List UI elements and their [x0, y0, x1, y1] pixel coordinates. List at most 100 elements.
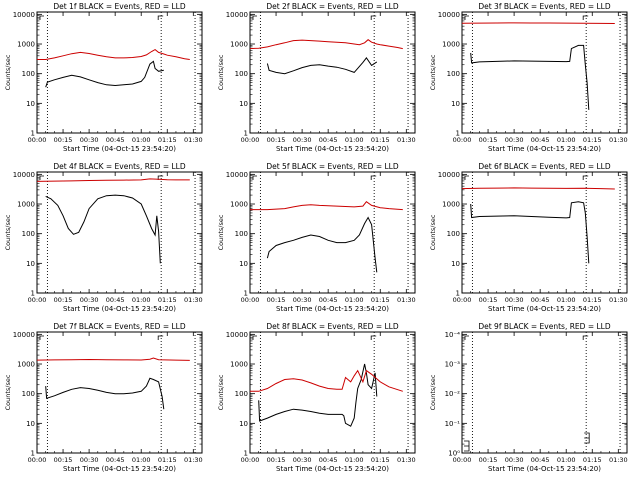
y-axis-label: Counts/sec [4, 214, 12, 250]
series-line-events [45, 377, 165, 410]
plot-title: Det 3f BLACK = Events, RED = LLD [478, 2, 611, 11]
y-tick-label: 10000 [13, 171, 35, 179]
y-tick-label: 10⁻⁴ [445, 331, 461, 339]
x-tick-label: 00:45 [319, 456, 338, 464]
attenuator-marker [252, 175, 257, 180]
x-tick-label: 00:45 [531, 296, 550, 304]
plot-frame [249, 331, 416, 454]
plot-title: Det 5f BLACK = Events, RED = LLD [266, 162, 399, 171]
x-tick-label: 00:30 [293, 456, 312, 464]
panel-det-4f: Det 4f BLACK = Events, RED = LLD 1 10 100 10… [4, 162, 203, 313]
x-tick-label: 00:00 [28, 456, 47, 464]
attenuator-marker [464, 175, 469, 180]
attenuator-marker [370, 335, 377, 340]
x-tick-label: 01:00 [132, 456, 151, 464]
x-tick-label: 00:30 [505, 456, 524, 464]
y-tick-label: 1 [244, 290, 248, 298]
x-tick-label: 00:30 [80, 296, 99, 304]
y-tick-label: 10000 [438, 171, 460, 179]
y-tick-label: 1000 [230, 201, 248, 209]
panel-det-7f: Det 7f BLACK = Events, RED = LLD 1 10 100 10… [4, 322, 203, 473]
attenuator-marker [370, 175, 377, 180]
y-axis-label: Counts/sec [217, 54, 225, 90]
x-tick-label: 01:15 [371, 136, 390, 144]
x-tick-label: 00:30 [293, 136, 312, 144]
attenuator-marker [252, 15, 257, 20]
plot-frame [461, 331, 628, 454]
plot-frame [36, 331, 203, 454]
x-tick-label: 00:00 [453, 456, 472, 464]
y-axis-label: Counts/sec [217, 374, 225, 410]
y-tick-label: 10 [239, 260, 248, 268]
attenuator-marker [464, 335, 469, 340]
x-tick-label: 00:15 [267, 136, 286, 144]
x-tick-label: 00:45 [106, 456, 125, 464]
x-tick-label: 01:30 [184, 296, 203, 304]
x-axis-label: Start Time (04-Oct-15 23:54:20) [488, 465, 601, 473]
x-tick-label: 01:30 [184, 136, 203, 144]
y-tick-label: 1000 [230, 361, 248, 369]
y-tick-label: 1000 [442, 41, 460, 49]
y-tick-label: 1000 [442, 201, 460, 209]
x-tick-label: 00:15 [54, 456, 73, 464]
x-tick-label: 01:00 [345, 136, 364, 144]
panel-det-8f: Det 8f BLACK = Events, RED = LLD 1 10 100 10… [217, 322, 416, 473]
plot-title: Det 4f BLACK = Events, RED = LLD [53, 162, 186, 171]
y-tick-label: 100 [447, 230, 460, 238]
x-tick-label: 01:30 [609, 296, 628, 304]
x-tick-label: 01:15 [371, 456, 390, 464]
series-line-lld [461, 22, 615, 24]
x-axis-label: Start Time (04-Oct-15 23:54:20) [63, 305, 176, 313]
x-axis-label: Start Time (04-Oct-15 23:54:20) [63, 145, 176, 153]
x-axis-label: Start Time (04-Oct-15 23:54:20) [488, 145, 601, 153]
series-line-lld [461, 187, 615, 190]
series-line-lld [250, 369, 403, 392]
y-tick-label: 10000 [438, 11, 460, 19]
x-tick-label: 01:15 [371, 296, 390, 304]
x-tick-label: 00:15 [479, 456, 498, 464]
series-line-lld [36, 357, 190, 361]
series-line-lld [250, 201, 403, 211]
y-tick-label: 10000 [226, 331, 248, 339]
plot-frame [249, 11, 416, 134]
x-tick-label: 01:00 [557, 296, 576, 304]
x-axis-label: Start Time (04-Oct-15 23:54:20) [63, 465, 176, 473]
x-tick-label: 00:00 [241, 136, 260, 144]
y-axis-label: Counts/sec [4, 374, 12, 410]
bracket-marker [464, 440, 470, 452]
x-tick-label: 00:30 [293, 296, 312, 304]
plot-title: Det 7f BLACK = Events, RED = LLD [53, 322, 186, 331]
x-tick-label: 01:00 [132, 136, 151, 144]
y-tick-label: 100 [22, 390, 35, 398]
x-tick-label: 01:00 [557, 136, 576, 144]
x-tick-label: 00:30 [80, 456, 99, 464]
series-line-events [266, 216, 378, 273]
y-tick-label: 1 [456, 130, 460, 138]
x-tick-label: 00:45 [106, 136, 125, 144]
x-tick-label: 00:45 [319, 136, 338, 144]
y-tick-label: 1000 [230, 41, 248, 49]
y-tick-label: 100 [22, 70, 35, 78]
x-tick-label: 01:00 [345, 456, 364, 464]
x-axis-label: Start Time (04-Oct-15 23:54:20) [276, 465, 389, 473]
x-tick-label: 01:30 [397, 456, 416, 464]
plot-frame [249, 171, 416, 294]
y-tick-label: 1 [31, 290, 35, 298]
attenuator-marker [582, 15, 589, 20]
y-axis-label: Counts/sec [217, 214, 225, 250]
y-axis-label: Counts/sec [429, 214, 437, 250]
series-line-events [266, 57, 378, 75]
y-tick-label: 1000 [17, 201, 35, 209]
y-tick-label: 10000 [13, 11, 35, 19]
plot-title: Det 6f BLACK = Events, RED = LLD [478, 162, 611, 171]
x-tick-label: 00:15 [54, 136, 73, 144]
y-tick-label: 10 [239, 100, 248, 108]
panel-det-5f: Det 5f BLACK = Events, RED = LLD 1 10 100 10… [217, 162, 416, 313]
y-axis-label: Counts/sec [429, 54, 437, 90]
y-tick-label: 100 [235, 70, 248, 78]
x-tick-label: 00:45 [531, 136, 550, 144]
x-tick-label: 00:00 [241, 296, 260, 304]
attenuator-marker [157, 335, 164, 340]
x-tick-label: 01:15 [158, 136, 177, 144]
